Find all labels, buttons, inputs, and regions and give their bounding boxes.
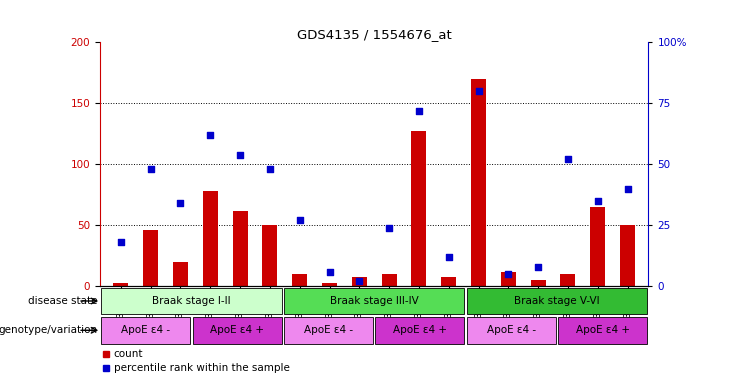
Point [443, 254, 455, 260]
Point [234, 151, 246, 157]
Text: disease state: disease state [28, 296, 97, 306]
Text: Braak stage I-II: Braak stage I-II [152, 296, 230, 306]
Text: ApoE ε4 +: ApoE ε4 + [210, 325, 264, 335]
Bar [233, 211, 247, 286]
Bar [591, 207, 605, 286]
Point [293, 217, 305, 223]
Bar [322, 283, 337, 286]
Text: ApoE ε4 -: ApoE ε4 - [304, 325, 353, 335]
Point [115, 239, 127, 245]
Point [532, 264, 544, 270]
Bar [143, 230, 158, 286]
Bar [471, 79, 486, 286]
Bar [262, 225, 277, 286]
Bar [441, 276, 456, 286]
Bar [620, 225, 635, 286]
FancyBboxPatch shape [284, 317, 373, 344]
Point [175, 200, 187, 207]
FancyBboxPatch shape [193, 317, 282, 344]
Point [413, 108, 425, 114]
FancyBboxPatch shape [102, 288, 282, 314]
Title: GDS4135 / 1554676_at: GDS4135 / 1554676_at [297, 28, 451, 41]
Text: ApoE ε4 -: ApoE ε4 - [487, 325, 536, 335]
FancyBboxPatch shape [467, 288, 647, 314]
Point [205, 132, 216, 138]
Text: genotype/variation: genotype/variation [0, 325, 97, 335]
FancyBboxPatch shape [467, 317, 556, 344]
Text: ApoE ε4 +: ApoE ε4 + [393, 325, 447, 335]
Point [264, 166, 276, 172]
Point [144, 166, 156, 172]
Point [383, 225, 395, 231]
Bar [501, 272, 516, 286]
Point [473, 88, 485, 94]
Text: ApoE ε4 -: ApoE ε4 - [122, 325, 170, 335]
Bar [411, 131, 426, 286]
Text: count: count [114, 349, 143, 359]
FancyBboxPatch shape [558, 317, 647, 344]
Point [562, 156, 574, 162]
Point [502, 271, 514, 277]
Bar [560, 274, 575, 286]
Point [592, 198, 604, 204]
FancyBboxPatch shape [102, 317, 190, 344]
Point [353, 278, 365, 285]
Point [622, 185, 634, 192]
FancyBboxPatch shape [284, 288, 465, 314]
Bar [173, 262, 188, 286]
Bar [531, 280, 545, 286]
Bar [203, 191, 218, 286]
Text: Braak stage V-VI: Braak stage V-VI [514, 296, 599, 306]
Text: ApoE ε4 +: ApoE ε4 + [576, 325, 630, 335]
Point [324, 269, 336, 275]
FancyBboxPatch shape [376, 317, 465, 344]
Bar [352, 276, 367, 286]
Bar [113, 283, 128, 286]
Text: Braak stage III-IV: Braak stage III-IV [330, 296, 419, 306]
Bar [292, 274, 308, 286]
Bar [382, 274, 396, 286]
Text: percentile rank within the sample: percentile rank within the sample [114, 362, 290, 372]
